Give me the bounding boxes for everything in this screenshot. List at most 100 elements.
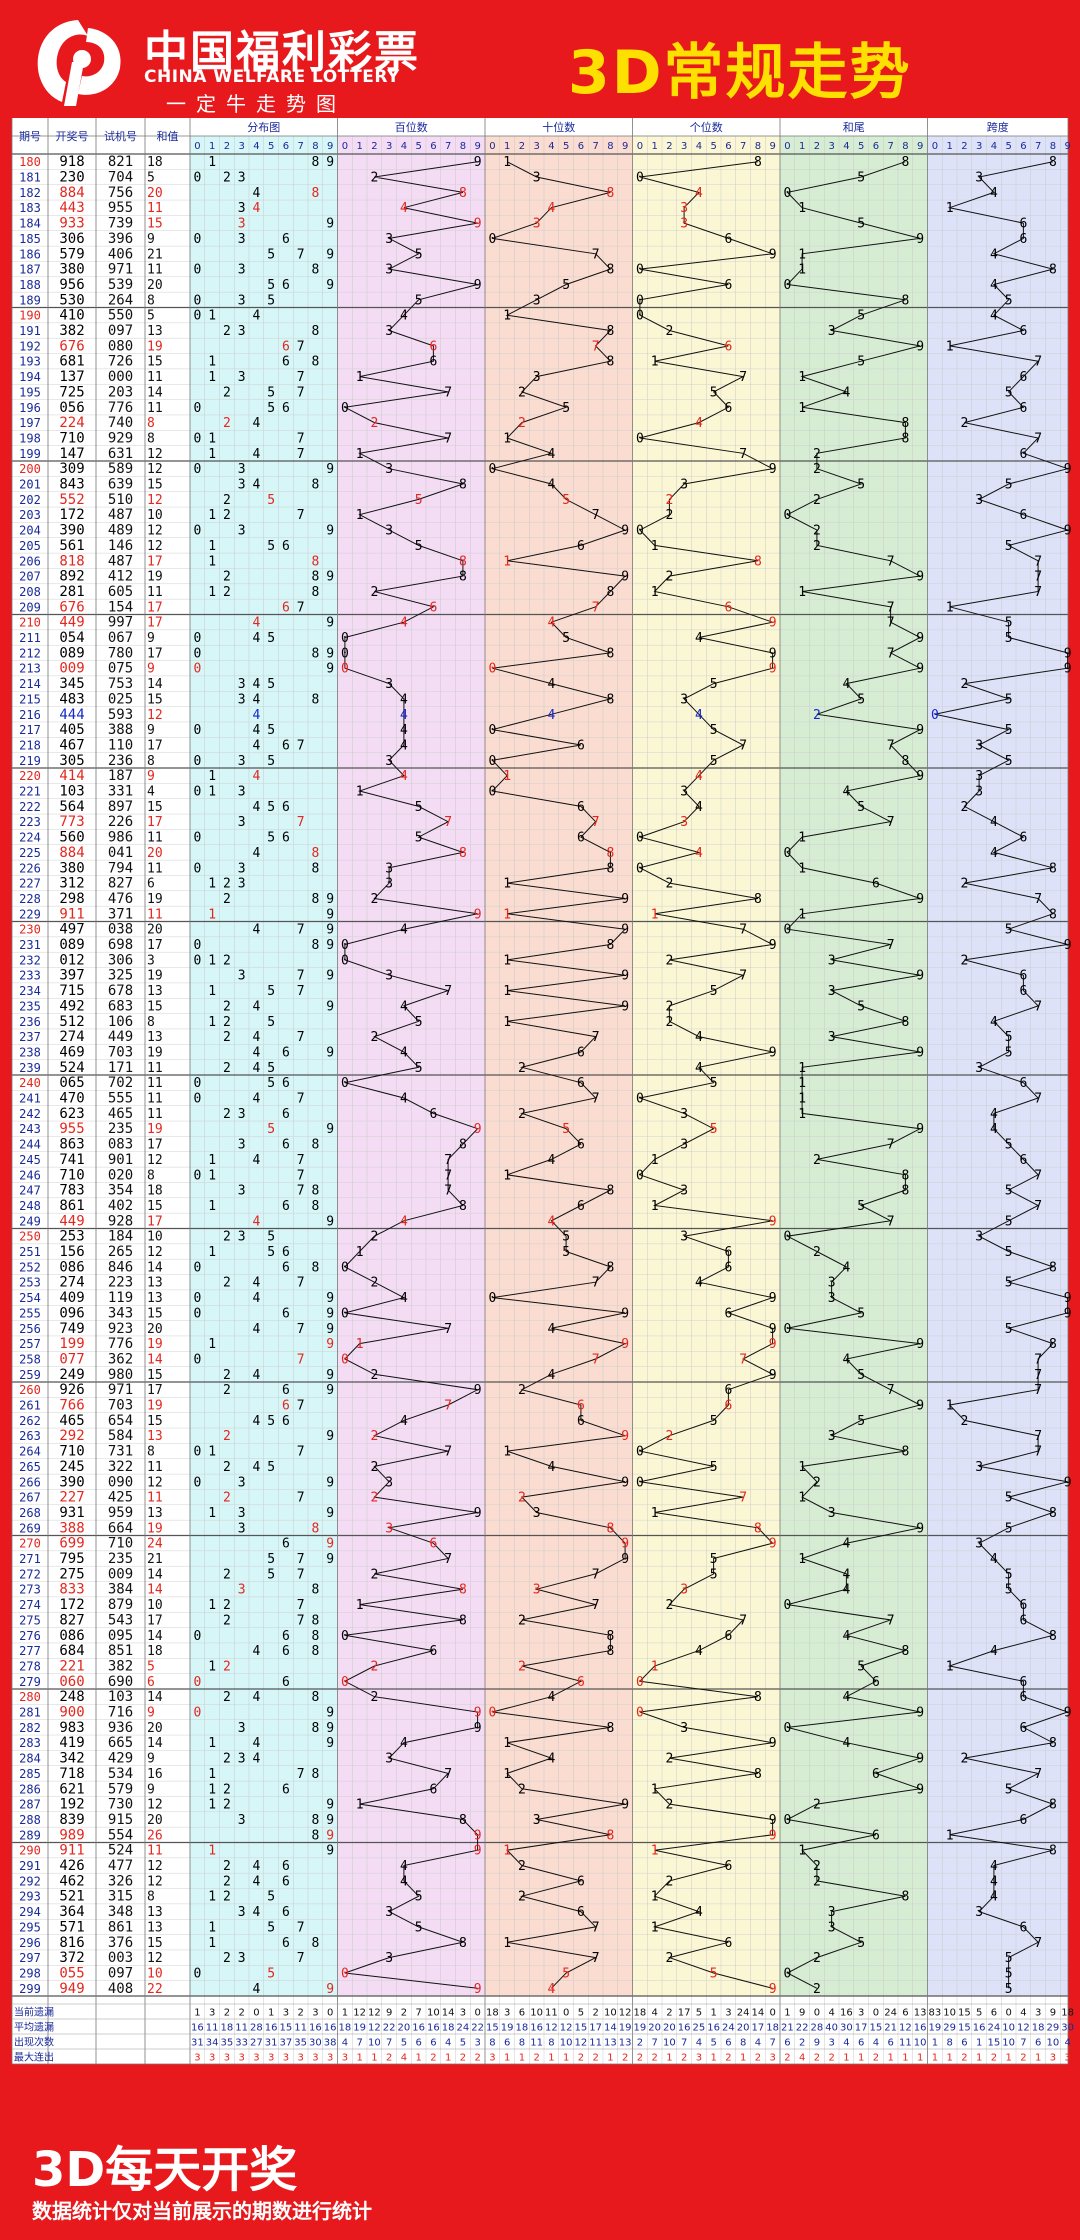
distribution-digit: 1: [208, 1199, 216, 1214]
trend-marker-span: 5: [1005, 1322, 1013, 1337]
summary-value: 30: [309, 2038, 322, 2049]
distribution-digit: 6: [282, 1782, 290, 1797]
sum-cell: 17: [147, 738, 163, 753]
draw-number-cell: 571: [59, 1919, 84, 1935]
trend-marker-hundreds: 2: [370, 892, 378, 907]
distribution-digit: 8: [311, 186, 319, 201]
period-cell: 285: [19, 1767, 41, 1781]
trend-marker-sum_tail: 5: [857, 171, 865, 186]
trend-marker-units: 8: [754, 554, 762, 569]
trend-marker-tens: 4: [547, 1322, 555, 1337]
distribution-digit: 4: [252, 738, 260, 753]
summary-value: 2: [622, 2053, 628, 2064]
summary-value: 1: [946, 2053, 952, 2064]
trial-number-cell: 083: [108, 1137, 133, 1153]
period-cell: 259: [19, 1368, 41, 1382]
summary-value: 35: [294, 2038, 307, 2049]
trial-number-cell: 354: [108, 1183, 133, 1199]
trend-marker-sum_tail: 9: [916, 723, 924, 738]
distribution-digit: 9: [326, 1506, 334, 1521]
summary-value: 4: [696, 2038, 702, 2049]
trend-marker-units: 3: [680, 201, 688, 216]
trend-marker-sum_tail: 0: [783, 1721, 791, 1736]
summary-value: 18: [766, 2023, 779, 2034]
sum-cell: 19: [147, 1122, 163, 1137]
trial-number-cell: 997: [108, 615, 133, 631]
summary-value: 3: [1035, 2008, 1041, 2019]
period-cell: 201: [19, 478, 41, 492]
trend-marker-tens: 4: [547, 1214, 555, 1229]
distribution-digit: 6: [282, 1383, 290, 1398]
trend-marker-tens: 4: [547, 1752, 555, 1767]
trial-number-cell: 753: [108, 676, 133, 692]
trend-marker-tens: 7: [592, 1352, 600, 1367]
trial-number-cell: 678: [108, 983, 133, 999]
trend-marker-hundreds: 0: [341, 662, 349, 677]
digit-header: 6: [578, 141, 584, 152]
summary-value: 15: [280, 2023, 293, 2034]
draw-number-cell: 221: [59, 1658, 84, 1674]
distribution-digit: 1: [208, 508, 216, 523]
trend-marker-units: 2: [665, 570, 673, 585]
trend-marker-units: 9: [769, 1214, 777, 1229]
draw-number-cell: 955: [59, 1121, 84, 1137]
digit-header: 6: [283, 141, 289, 152]
summary-value: 12: [545, 2023, 558, 2034]
trend-marker-tens: 6: [577, 1874, 585, 1889]
sum-cell: 14: [147, 1567, 163, 1582]
trend-marker-tens: 7: [592, 247, 600, 262]
distribution-digit: 8: [311, 1521, 319, 1536]
trend-marker-hundreds: 3: [385, 524, 393, 539]
trend-marker-span: 3: [975, 769, 983, 784]
trend-marker-units: 4: [695, 800, 703, 815]
period-cell: 226: [19, 861, 41, 875]
summary-value: 21: [781, 2023, 794, 2034]
trend-marker-sum_tail: 5: [857, 800, 865, 815]
sum-cell: 17: [147, 1138, 163, 1153]
distribution-digit: 3: [238, 677, 246, 692]
trend-marker-span: 4: [990, 1874, 998, 1889]
summary-value: 1: [504, 2053, 510, 2064]
trend-marker-units: 1: [651, 1506, 659, 1521]
summary-value: 12: [353, 2008, 366, 2019]
trend-marker-span: 6: [1019, 370, 1027, 385]
trend-marker-span: 4: [990, 1552, 998, 1567]
period-cell: 199: [19, 447, 41, 461]
trend-marker-units: 0: [636, 524, 644, 539]
distribution-digit: 8: [311, 846, 319, 861]
trend-marker-tens: 5: [562, 278, 570, 293]
trend-marker-span: 7: [1034, 1092, 1042, 1107]
distribution-digit: 0: [193, 723, 201, 738]
digit-header: 8: [607, 141, 613, 152]
trend-marker-sum_tail: 5: [857, 1199, 865, 1214]
draw-number-cell: 766: [59, 1398, 84, 1414]
trend-marker-sum_tail: 3: [828, 324, 836, 339]
distribution-digit: 4: [252, 723, 260, 738]
digit-header: 0: [194, 141, 200, 152]
draw-number-cell: 390: [59, 523, 84, 539]
trend-marker-span: 7: [1034, 570, 1042, 585]
distribution-digit: 0: [193, 232, 201, 247]
distribution-digit: 2: [223, 1752, 231, 1767]
trend-marker-span: 6: [1019, 1598, 1027, 1613]
summary-value: 19: [929, 2023, 942, 2034]
trend-marker-tens: 2: [518, 1491, 526, 1506]
period-cell: 236: [19, 1015, 41, 1029]
distribution-digit: 1: [208, 1598, 216, 1613]
distribution-digit: 7: [297, 1168, 305, 1183]
trend-marker-hundreds: 3: [385, 1752, 393, 1767]
distribution-digit: 5: [267, 1076, 275, 1091]
trend-marker-units: 4: [695, 769, 703, 784]
sum-cell: 14: [147, 1736, 163, 1751]
period-cell: 210: [19, 616, 41, 630]
distribution-digit: 2: [223, 1659, 231, 1674]
distribution-digit: 8: [311, 1813, 319, 1828]
draw-number-cell: 710: [59, 1444, 84, 1460]
trial-number-cell: 593: [108, 707, 133, 723]
trend-marker-tens: 6: [577, 738, 585, 753]
distribution-digit: 3: [238, 217, 246, 232]
distribution-digit: 4: [252, 708, 260, 723]
distribution-digit: 0: [193, 293, 201, 308]
period-cell: 255: [19, 1306, 41, 1320]
digit-header: 7: [445, 141, 451, 152]
